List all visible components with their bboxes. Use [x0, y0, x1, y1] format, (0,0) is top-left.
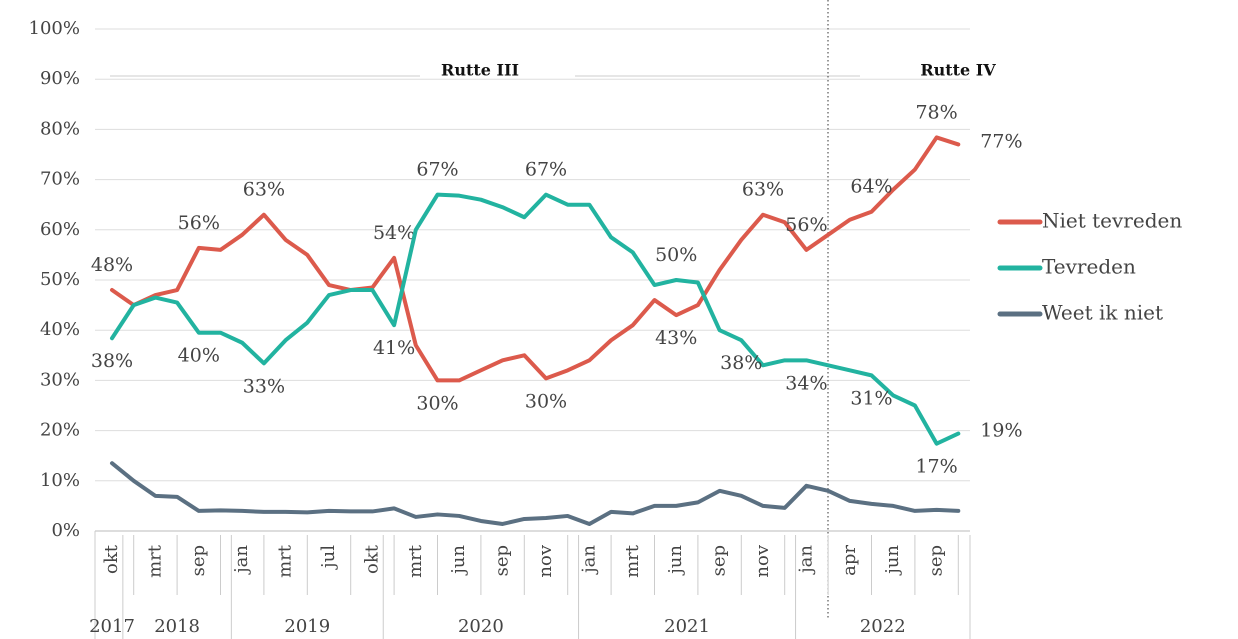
- data-label: 54%: [373, 222, 415, 244]
- legend-label: Weet ik niet: [1042, 301, 1163, 325]
- year-label: 2020: [458, 616, 504, 637]
- data-label: 56%: [785, 214, 827, 236]
- data-label: 38%: [720, 352, 762, 374]
- year-label: 2022: [860, 616, 906, 637]
- data-label: 40%: [178, 345, 220, 367]
- x-tick-label: jan: [578, 545, 599, 575]
- year-label: 2018: [154, 616, 200, 637]
- data-label: 34%: [785, 372, 827, 394]
- year-label: 2021: [664, 616, 710, 637]
- x-tick-label: sep: [188, 545, 209, 576]
- data-label: 63%: [243, 179, 285, 201]
- x-tick-label: sep: [709, 545, 730, 576]
- data-label: 56%: [178, 212, 220, 234]
- annotation: Rutte IV: [920, 61, 996, 80]
- x-tick-label: jul: [318, 545, 339, 570]
- data-label: 48%: [91, 254, 133, 276]
- data-label: 17%: [915, 456, 957, 478]
- x-tick-label: jan: [231, 545, 252, 575]
- x-tick-label: jun: [882, 545, 903, 576]
- data-label: 31%: [850, 387, 892, 409]
- x-tick-label: apr: [839, 545, 860, 576]
- x-tick-label: mrt: [144, 544, 165, 578]
- data-label: 41%: [373, 337, 415, 359]
- data-label: 78%: [915, 101, 957, 123]
- data-label: 67%: [416, 159, 458, 181]
- y-tick-label: 40%: [40, 319, 80, 340]
- y-tick-label: 0%: [51, 520, 80, 541]
- data-label: 77%: [980, 130, 1022, 152]
- y-tick-label: 100%: [29, 18, 80, 39]
- y-tick-label: 20%: [40, 420, 80, 441]
- x-tick-label: mrt: [275, 544, 296, 578]
- series-line: [110, 461, 961, 526]
- y-tick-label: 30%: [40, 369, 80, 390]
- data-label: 38%: [91, 350, 133, 372]
- data-label: 63%: [742, 179, 784, 201]
- series-line: [110, 192, 961, 446]
- y-tick-label: 50%: [40, 269, 80, 290]
- year-label: 2019: [284, 616, 330, 637]
- y-tick-label: 80%: [40, 118, 80, 139]
- data-label: 19%: [980, 420, 1022, 442]
- data-label: 50%: [655, 244, 697, 266]
- legend-label: Niet tevreden: [1042, 209, 1182, 233]
- x-tick-label: jun: [665, 545, 686, 576]
- x-tick-label: jun: [448, 545, 469, 576]
- x-tick-label: okt: [361, 544, 382, 574]
- data-label: 43%: [655, 327, 697, 349]
- x-tick-label: sep: [926, 545, 947, 576]
- x-tick-label: nov: [535, 544, 556, 577]
- data-label: 64%: [850, 176, 892, 198]
- x-tick-label: sep: [492, 545, 513, 576]
- y-tick-label: 90%: [40, 68, 80, 89]
- data-label: 33%: [243, 375, 285, 397]
- x-tick-label: mrt: [405, 544, 426, 578]
- x-tick-label: nov: [752, 544, 773, 577]
- data-label: 30%: [525, 390, 567, 412]
- annotation: Rutte III: [441, 61, 519, 80]
- x-tick-label: jan: [795, 545, 816, 575]
- year-label: 2017: [89, 616, 135, 637]
- data-label: 67%: [525, 159, 567, 181]
- x-tick-label: okt: [101, 544, 122, 574]
- data-label: 30%: [416, 392, 458, 414]
- series-line: [110, 135, 961, 383]
- legend-label: Tevreden: [1042, 255, 1136, 279]
- y-tick-label: 70%: [40, 169, 80, 190]
- y-tick-label: 10%: [40, 470, 80, 491]
- x-tick-label: mrt: [622, 544, 643, 578]
- y-tick-label: 60%: [40, 219, 80, 240]
